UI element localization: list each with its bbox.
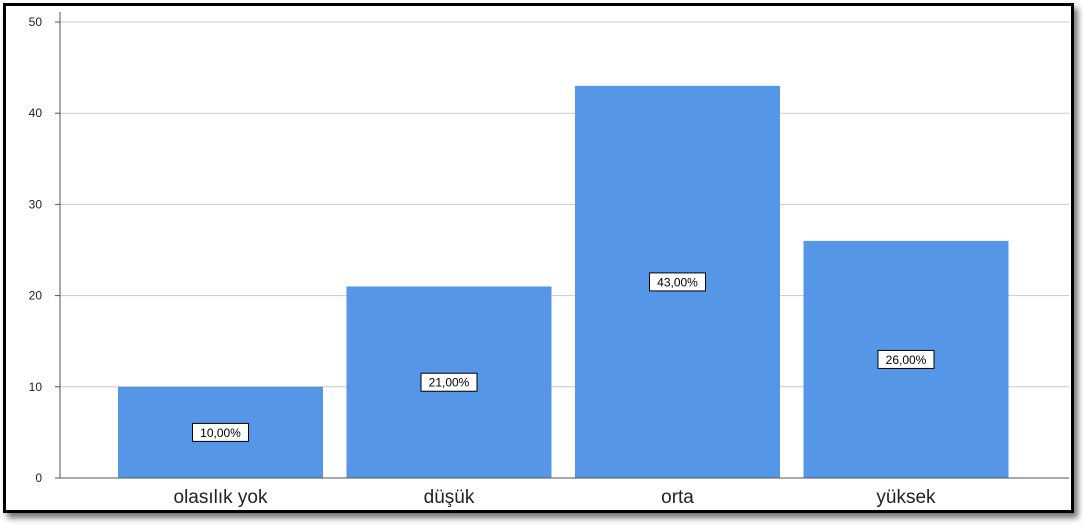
y-tick-label: 50 [29,15,43,29]
x-category-label: düşük [424,487,475,508]
data-label-box [192,422,249,442]
x-category-label: orta [661,487,694,508]
data-label: 26,00% [886,353,927,367]
x-category-label: yüksek [876,487,936,508]
data-label-box [649,272,706,292]
bars [118,85,1009,478]
chart-frame: 0 10 20 30 40 50 olasılık yok 10,00% düşük 21,00%… [3,3,1074,513]
y-tick-label: 0 [35,471,42,485]
data-label-box [877,349,935,369]
y-tick-label: 10 [29,380,43,394]
y-tick-label: 20 [29,289,43,303]
labels: 0 10 20 30 40 50 olasılık yok 10,00% düşük 21,00%… [29,15,936,508]
data-label: 10,00% [200,426,241,440]
axes [55,12,1069,479]
x-category-label: olasılık yok [174,487,268,508]
y-tick-label: 40 [29,106,43,120]
y-tick-label: 30 [29,197,43,211]
data-label: 21,00% [429,376,470,390]
data-label: 43,00% [657,275,698,289]
data-label-box [420,372,478,392]
bar-chart: 0 10 20 30 40 50 olasılık yok 10,00% düşük 21,00%… [29,12,1069,508]
